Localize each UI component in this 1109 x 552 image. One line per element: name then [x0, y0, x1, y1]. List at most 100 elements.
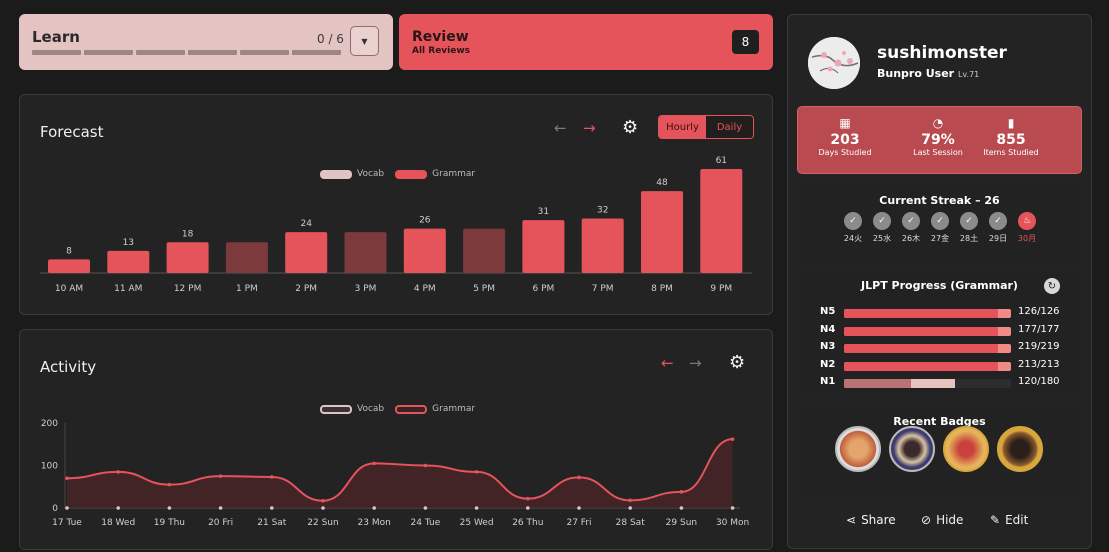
hide-button[interactable]: ⊘ Hide	[921, 513, 963, 527]
avatar[interactable]	[808, 37, 860, 89]
progress-segment	[292, 50, 341, 55]
jlpt-level: N1	[820, 376, 836, 387]
legend-swatch-vocab[interactable]	[320, 169, 352, 179]
vocab-point	[65, 506, 69, 510]
bar-value-label: 8	[66, 246, 72, 256]
forecast-bar	[225, 242, 268, 273]
progress-segment	[188, 50, 237, 55]
vocab-point	[270, 506, 274, 510]
learn-title: Learn	[32, 28, 80, 46]
legend-vocab: Vocab	[357, 169, 385, 179]
legend-swatch-grammar[interactable]	[395, 404, 428, 414]
jlpt-mastered-fill	[844, 309, 998, 318]
profile-panel: sushimonster Bunpro User Lv.71 ▦ 203 Day…	[787, 14, 1092, 549]
legend-swatch-grammar[interactable]	[395, 169, 428, 179]
x-tick-label: 3 PM	[355, 284, 377, 294]
x-tick-label: 21 Sat	[257, 518, 287, 528]
user-role: Bunpro User Lv.71	[877, 67, 979, 80]
badge-torii-icon[interactable]	[943, 426, 989, 472]
x-tick-label: 7 PM	[592, 284, 614, 294]
share-label: Share	[861, 513, 896, 527]
streak-title: Current Streak – 26	[879, 194, 1000, 207]
x-tick-label: 8 PM	[651, 284, 673, 294]
bar-value-label: 18	[182, 229, 194, 239]
activity-title: Activity	[40, 358, 97, 376]
x-tick-label: 18 Wed	[101, 518, 135, 528]
grammar-point	[116, 470, 120, 474]
prev-arrow-icon[interactable]: ←	[661, 354, 674, 372]
x-tick-label: 25 Wed	[460, 518, 494, 528]
forecast-mode-toggle[interactable]: Hourly Daily	[658, 115, 754, 139]
progress-segment	[240, 50, 289, 55]
jlpt-mastered-fill	[844, 361, 998, 371]
streak-day: ✓ 26木	[897, 212, 925, 244]
gear-icon[interactable]: ⚙	[622, 117, 639, 138]
stat-days-studied: ▦ 203 Days Studied	[800, 116, 890, 158]
stat-value: 79%	[921, 132, 955, 148]
jlpt-level: N5	[820, 306, 836, 317]
streak-day-label: 30月	[1017, 234, 1037, 243]
learn-progress: 0 / 6	[317, 32, 344, 46]
x-tick-label: 4 PM	[414, 284, 436, 294]
streak-day: ♨ 30月	[1013, 212, 1041, 244]
streak-day: ✓ 24火	[839, 212, 867, 244]
review-card[interactable]: Review All Reviews 8	[399, 14, 773, 70]
share-icon: ⋖	[846, 513, 857, 527]
forecast-bar	[700, 169, 743, 273]
vocab-point	[218, 506, 223, 510]
jlpt-row: N5 126/126	[820, 306, 1070, 320]
jlpt-row: N2 213/213	[820, 359, 1070, 373]
hide-label: Hide	[936, 513, 964, 527]
next-arrow-icon[interactable]: →	[583, 119, 596, 137]
x-tick-label: 30 Mon	[716, 518, 749, 528]
stat-value: 855	[996, 132, 1026, 148]
jlpt-row: N3 219/219	[820, 341, 1070, 355]
x-tick-label: 12 PM	[174, 284, 202, 294]
toggle-daily[interactable]: Daily	[706, 116, 753, 138]
jlpt-row: N4 177/177	[820, 324, 1070, 338]
forecast-legend: Vocab Grammar	[320, 169, 475, 179]
learn-progress-segments	[32, 50, 341, 55]
stat-label: Last Session	[913, 148, 963, 157]
badges-card: Recent Badges	[798, 404, 1081, 496]
next-arrow-icon[interactable]: →	[689, 354, 702, 372]
stat-value: 203	[830, 132, 860, 148]
grammar-point	[270, 475, 274, 479]
username: sushimonster	[877, 43, 1007, 63]
refresh-icon[interactable]: ↻	[1044, 278, 1060, 294]
forecast-bar	[463, 228, 506, 273]
streak-day: ✓ 27金	[926, 212, 954, 244]
gauge-icon: ◔	[932, 116, 944, 130]
vocab-point	[628, 506, 632, 510]
streak-card: Current Streak – 26 ✓ 24火 ✓ 25水 ✓ 26木 ✓ 27金 ✓ 28土…	[798, 184, 1081, 266]
vocab-point	[423, 506, 428, 510]
badge-character-icon[interactable]	[889, 426, 935, 472]
badge-samurai-icon[interactable]	[997, 426, 1043, 472]
learn-card[interactable]: Learn 0 / 6 ▼	[19, 14, 393, 70]
x-tick-label: 19 Thu	[154, 518, 185, 528]
forecast-bar	[403, 228, 446, 273]
bar-chart-icon: ▮	[1007, 116, 1015, 130]
share-button[interactable]: ⋖ Share	[846, 513, 896, 527]
legend-swatch-vocab[interactable]	[320, 404, 352, 414]
forecast-bar	[522, 220, 565, 273]
jlpt-level: N3	[820, 341, 836, 352]
streak-day: ✓ 25水	[868, 212, 896, 244]
prev-arrow-icon[interactable]: ←	[554, 119, 567, 137]
toggle-hourly[interactable]: Hourly	[659, 116, 706, 138]
vocab-point	[167, 506, 172, 510]
learn-dropdown-button[interactable]: ▼	[350, 26, 379, 56]
streak-day-label: 26木	[901, 234, 921, 243]
gear-icon[interactable]: ⚙	[729, 352, 746, 373]
grammar-point	[65, 476, 69, 481]
grammar-point	[372, 461, 377, 466]
user-level: Lv.71	[957, 70, 980, 79]
x-tick-label: 28 Sat	[616, 518, 646, 528]
edit-button[interactable]: ✎ Edit	[990, 513, 1028, 527]
streak-day-label: 25水	[872, 234, 892, 243]
jlpt-count: 126/126	[1018, 306, 1060, 317]
badge-food-icon[interactable]	[835, 426, 881, 472]
jlpt-level: N2	[820, 358, 836, 370]
jlpt-progress-bar	[844, 309, 1011, 318]
vocab-point	[372, 506, 377, 510]
